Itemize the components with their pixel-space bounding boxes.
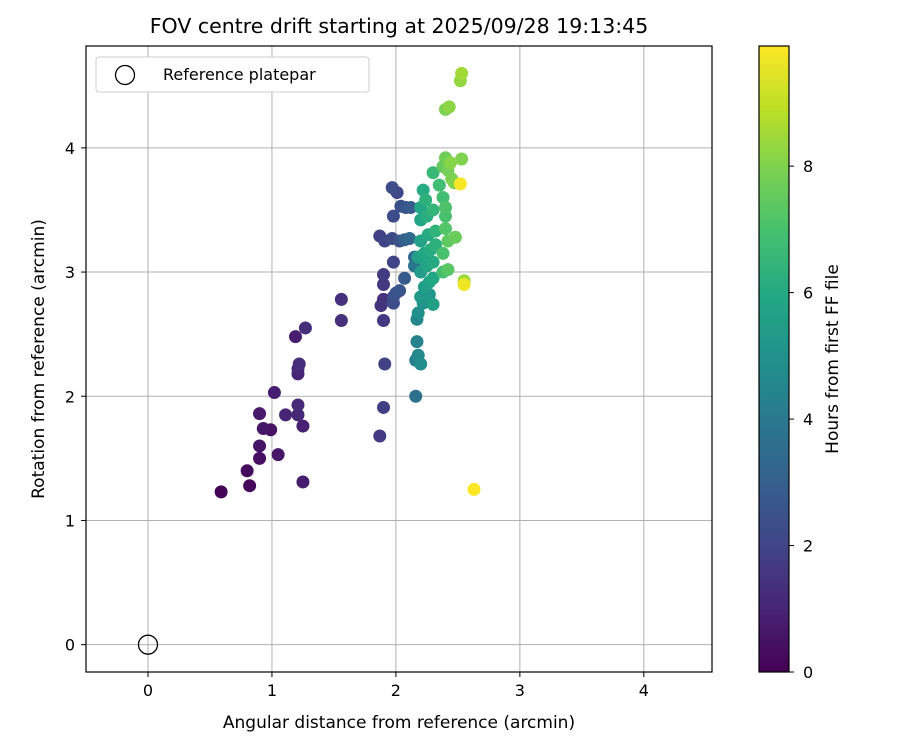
data-point [292,357,306,371]
data-point [419,193,433,207]
data-point [378,357,392,371]
data-point [416,183,430,197]
grid-lines [86,46,712,672]
colorbar-tick-label: 6 [803,284,813,303]
data-point [334,292,348,306]
data-point [404,200,418,214]
data-point [253,439,267,453]
legend-label: Reference platepar [163,65,316,84]
data-point [410,335,424,349]
data-points [214,66,481,499]
x-tick-label: 4 [639,681,649,700]
data-point [377,268,391,282]
legend-marker [114,64,136,86]
chart-title: FOV centre drift starting at 2025/09/28 … [150,14,649,38]
x-tick-label: 1 [267,681,277,700]
data-point [457,277,471,291]
data-point [377,313,391,327]
x-tick-label: 3 [515,681,525,700]
data-point [298,321,312,335]
data-point [334,313,348,327]
x-tick-label: 0 [143,681,153,700]
data-point [291,398,305,412]
data-point [409,389,423,403]
data-point [373,429,387,443]
legend: Reference platepar [95,56,370,93]
data-point [398,271,412,285]
data-point [403,232,417,246]
data-point [288,330,302,344]
colorbar-tick-label: 4 [803,410,813,429]
data-point [414,290,428,304]
data-point [426,203,440,217]
data-point [436,246,450,260]
data-point [279,408,293,422]
data-point [377,400,391,414]
y-tick-label: 3 [65,263,75,282]
data-point [393,284,407,298]
colorbar-ticks: 0 2 4 6 8 [789,157,813,682]
data-point [426,271,440,285]
data-point [426,166,440,180]
data-point [256,422,270,436]
y-axis-label: Rotation from reference (arcmin) [29,219,49,499]
data-point [296,419,310,433]
data-point [386,255,400,269]
colorbar: 0 2 4 6 8 Hours from first FF file [758,45,843,682]
colorbar-tick-label: 8 [803,157,813,176]
data-point [432,178,446,192]
data-point [436,191,450,205]
data-point [426,297,440,311]
data-point [438,200,452,214]
colorbar-tick-label: 2 [803,537,813,556]
x-tick-label: 2 [391,681,401,700]
data-point [414,357,428,371]
reference-point-marker [137,634,159,655]
data-point [374,299,388,313]
data-point [426,255,440,269]
y-axis-ticks: 0 1 2 3 4 [65,139,86,655]
data-point [443,156,457,170]
colorbar-gradient [758,45,790,673]
data-point [411,306,425,320]
data-point [438,222,452,236]
data-point [429,238,443,252]
x-axis-ticks: 0 1 2 3 4 [143,672,649,700]
data-point [296,475,310,489]
data-point [385,181,399,195]
data-point [442,100,456,114]
data-point [253,451,267,465]
data-point [243,479,257,493]
data-point [253,407,267,421]
data-point [291,408,305,422]
data-point [271,448,285,462]
data-point [267,386,281,400]
data-point [214,485,228,499]
y-tick-label: 4 [65,139,75,158]
data-point [455,66,469,80]
colorbar-tick-label: 0 [803,663,813,682]
legend-box [95,56,370,93]
data-point [453,177,467,191]
y-tick-label: 0 [65,636,75,655]
data-point [467,482,481,496]
x-axis-label: Angular distance from reference (arcmin) [223,713,575,733]
colorbar-label: Hours from first FF file [823,264,843,454]
plot-frame [85,45,713,673]
data-point [386,209,400,223]
data-point [377,277,391,291]
y-tick-label: 1 [65,511,75,530]
data-point [455,152,469,166]
data-point [429,224,443,238]
data-point [240,464,254,478]
data-point [441,263,455,277]
y-tick-label: 2 [65,387,75,406]
data-point [448,230,462,244]
